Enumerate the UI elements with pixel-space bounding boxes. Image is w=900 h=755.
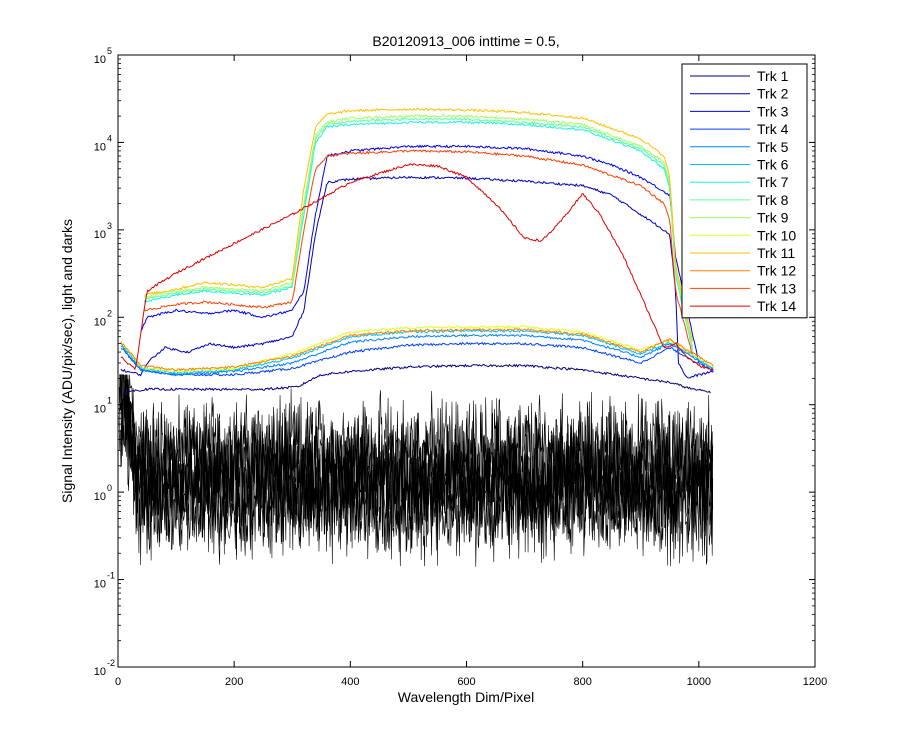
dark-frame-trace bbox=[118, 374, 714, 560]
legend-label: Trk 3 bbox=[757, 103, 789, 119]
y-tick-exponent: 1 bbox=[107, 396, 112, 406]
series-line bbox=[143, 149, 693, 355]
x-tick-label: 400 bbox=[341, 676, 359, 688]
y-tick-exponent: 4 bbox=[107, 133, 112, 143]
series-line bbox=[120, 175, 714, 379]
legend-label: Trk 6 bbox=[757, 157, 789, 173]
series-line bbox=[120, 333, 714, 377]
series-line bbox=[143, 117, 693, 348]
y-tick-exponent: -2 bbox=[107, 658, 115, 668]
x-tick-label: 0 bbox=[115, 676, 121, 688]
series-line bbox=[123, 363, 711, 394]
y-tick-label: 10 bbox=[94, 579, 106, 591]
legend-box bbox=[681, 63, 808, 319]
y-tick-label: 10 bbox=[94, 666, 106, 678]
x-tick-label: 1000 bbox=[687, 676, 711, 688]
axes: 0 200 400 600 800 1000 120010-210-110010110210… bbox=[94, 46, 827, 688]
legend-label: Trk 7 bbox=[757, 174, 789, 190]
y-tick-exponent: 3 bbox=[107, 221, 112, 231]
dark-frame-trace bbox=[118, 380, 714, 567]
legend-label: Trk 11 bbox=[757, 245, 795, 261]
series-line bbox=[140, 144, 700, 363]
series-line bbox=[143, 114, 693, 346]
series-line bbox=[120, 163, 714, 371]
legend-label: Trk 9 bbox=[757, 210, 789, 226]
legend-label: Trk 14 bbox=[757, 298, 796, 314]
x-axis-label: Wavelength Dim/Pixel bbox=[398, 689, 534, 705]
x-tick-label: 200 bbox=[225, 676, 243, 688]
y-tick-label: 10 bbox=[94, 491, 106, 503]
series-line bbox=[143, 120, 693, 351]
legend-label: Trk 5 bbox=[757, 139, 789, 155]
series-line bbox=[120, 324, 714, 373]
y-tick-exponent: -1 bbox=[107, 571, 115, 581]
legend-label: Trk 13 bbox=[757, 280, 796, 296]
series-line bbox=[144, 107, 693, 342]
x-tick-label: 800 bbox=[573, 676, 591, 688]
y-tick-label: 10 bbox=[94, 54, 106, 66]
y-axis-label: Signal Intensity (ADU/pix/sec), light an… bbox=[59, 219, 75, 503]
y-tick-exponent: 5 bbox=[107, 46, 112, 56]
x-tick-label: 1200 bbox=[803, 676, 827, 688]
series-layer bbox=[120, 107, 714, 394]
legend-label: Trk 2 bbox=[757, 86, 789, 102]
legend-label: Trk 4 bbox=[757, 121, 789, 137]
legend-label: Trk 8 bbox=[757, 192, 789, 208]
y-tick-label: 10 bbox=[94, 229, 106, 241]
series-line bbox=[120, 327, 714, 372]
legend-label: Trk 1 bbox=[757, 68, 789, 84]
dark-frames-layer bbox=[118, 374, 714, 567]
y-tick-label: 10 bbox=[94, 404, 106, 416]
legend-label: Trk 12 bbox=[757, 263, 796, 279]
y-tick-label: 10 bbox=[94, 141, 106, 153]
series-line bbox=[120, 341, 714, 377]
y-tick-exponent: 0 bbox=[107, 483, 112, 493]
y-tick-label: 10 bbox=[94, 316, 106, 328]
legend-label: Trk 10 bbox=[757, 227, 796, 243]
x-tick-label: 600 bbox=[457, 676, 475, 688]
y-tick-exponent: 2 bbox=[107, 308, 112, 318]
chart-title: B20120913_006 inttime = 0.5, bbox=[372, 33, 559, 49]
